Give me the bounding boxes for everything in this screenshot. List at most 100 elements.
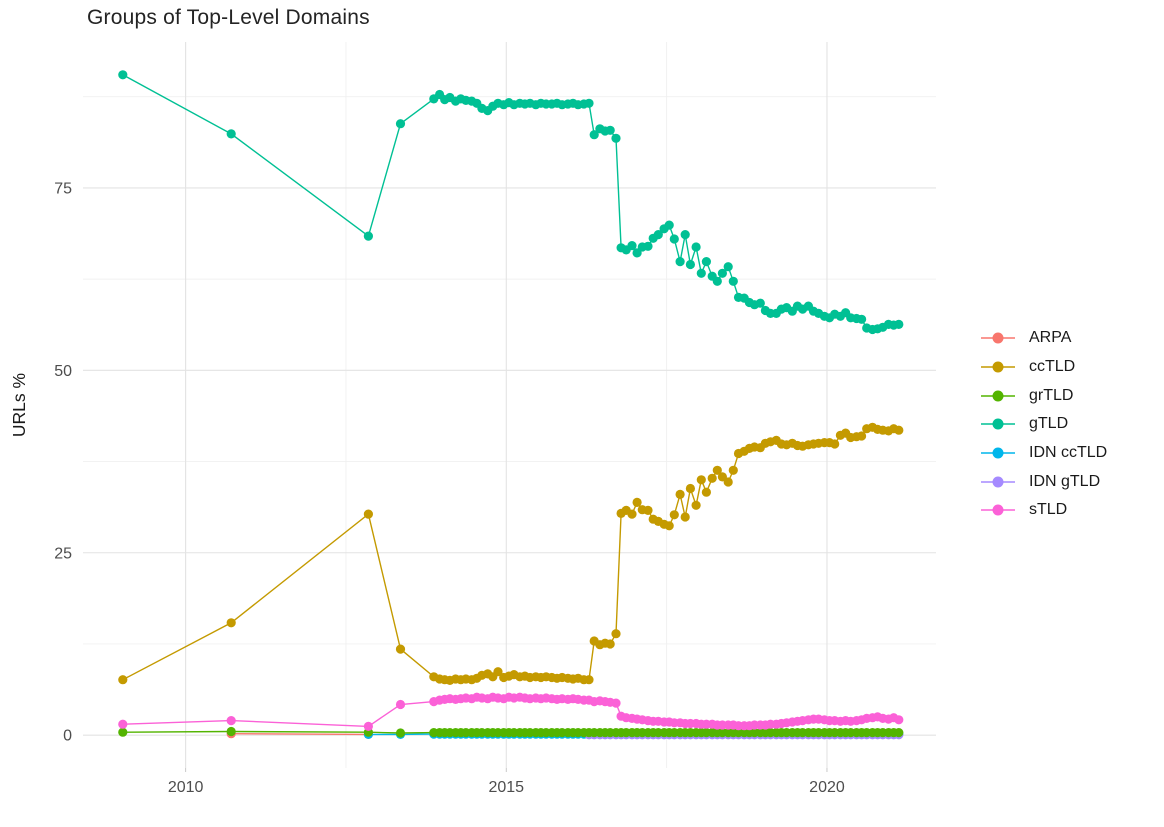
data-point [675, 489, 685, 499]
data-point [118, 727, 128, 737]
data-point [118, 719, 128, 729]
data-point [717, 268, 728, 278]
data-point [728, 276, 738, 286]
data-point [894, 425, 904, 435]
data-point [493, 667, 503, 677]
series-sTLD [118, 692, 904, 732]
legend-label: IDN gTLD [1029, 472, 1101, 490]
data-point [701, 487, 712, 497]
data-point [669, 234, 679, 244]
legend-label: gTLD [1029, 415, 1069, 433]
data-point [632, 497, 642, 507]
legend-item-gtld: gTLD [981, 410, 1107, 439]
legend-label: sTLD [1029, 501, 1068, 519]
legend-item-arpa: ARPA [981, 324, 1107, 353]
data-point [728, 465, 738, 475]
data-point [118, 675, 128, 685]
data-point [627, 241, 637, 251]
data-point [395, 119, 406, 129]
series-grTLD [118, 726, 904, 738]
data-point [395, 699, 406, 710]
y-axis-tick-label: 50 [54, 363, 72, 380]
gridlines-minor [83, 42, 936, 768]
x-axis-tick-label: 2015 [488, 779, 524, 796]
legend-label: grTLD [1029, 386, 1074, 404]
legend-swatch-icon [981, 361, 1015, 373]
legend: ARPA ccTLD grTLD gTLD IDN ccTLD IDN gTLD sTLD [981, 324, 1107, 525]
chart-title: Groups of Top-Level Domains [87, 6, 370, 29]
legend-swatch-icon [981, 447, 1015, 459]
legend-item-cctld: ccTLD [981, 353, 1107, 382]
legend-swatch-icon [981, 418, 1015, 430]
data-point [395, 644, 406, 654]
data-point [226, 726, 236, 737]
data-point [691, 500, 701, 510]
data-point [894, 728, 904, 738]
data-point [363, 231, 373, 241]
data-point [691, 242, 701, 252]
series-ccTLD [118, 422, 904, 686]
data-point [363, 721, 373, 732]
legend-item-stld: sTLD [981, 496, 1107, 525]
data-point [605, 125, 615, 135]
data-point [857, 431, 867, 441]
data-point [680, 512, 690, 522]
data-point [723, 477, 733, 487]
y-axis-tick-label: 75 [54, 180, 72, 197]
legend-label: IDN ccTLD [1029, 444, 1108, 462]
data-point [611, 133, 621, 143]
data-point [669, 510, 679, 520]
y-axis-tick-label: 25 [54, 545, 72, 562]
legend-swatch-icon [981, 332, 1015, 344]
data-point [118, 70, 128, 80]
legend-label: ccTLD [1029, 358, 1076, 376]
data-point [680, 230, 690, 240]
data-point [584, 675, 594, 685]
data-point [664, 220, 674, 230]
legend-swatch-icon [981, 476, 1015, 488]
y-axis-tick-label: 0 [63, 728, 72, 745]
data-point [707, 473, 717, 483]
legend-item-grtld: grTLD [981, 381, 1107, 410]
y-axis-title: URLs % [9, 373, 29, 437]
legend-label: ARPA [1029, 329, 1072, 347]
x-axis-tick-label: 2020 [809, 779, 845, 796]
data-point [857, 314, 867, 324]
data-point [755, 298, 765, 308]
legend-item-idn-cctld: IDN ccTLD [981, 439, 1107, 468]
legend-swatch-icon [981, 390, 1015, 402]
data-point [696, 268, 706, 278]
data-point [627, 509, 637, 519]
data-point [723, 262, 733, 272]
data-point [653, 230, 663, 240]
data-point [830, 439, 840, 449]
data-point [894, 319, 904, 329]
gridlines-major [83, 42, 936, 768]
data-point [632, 248, 642, 258]
data-point [589, 130, 599, 140]
data-point [226, 618, 236, 628]
series-ARPA [226, 729, 373, 740]
x-axis-tick-label: 2010 [168, 779, 204, 796]
data-point [643, 505, 653, 515]
data-point [701, 257, 712, 267]
data-point [395, 728, 406, 738]
data-point [226, 716, 236, 726]
data-point [611, 698, 621, 708]
data-point [712, 276, 722, 286]
data-point [675, 257, 685, 267]
axes: 2010 2015 2020 0 25 50 75 URLs % [9, 180, 845, 796]
legend-swatch-icon [981, 504, 1015, 516]
data-point [605, 639, 615, 649]
data-point [611, 629, 621, 639]
data-point [685, 483, 696, 494]
series-gTLD [118, 70, 904, 335]
legend-item-idn-gtld: IDN gTLD [981, 467, 1107, 496]
data-point [584, 98, 594, 108]
data-point [226, 129, 236, 139]
data-point [643, 241, 653, 251]
data-point [685, 259, 696, 270]
data-point [894, 715, 904, 725]
